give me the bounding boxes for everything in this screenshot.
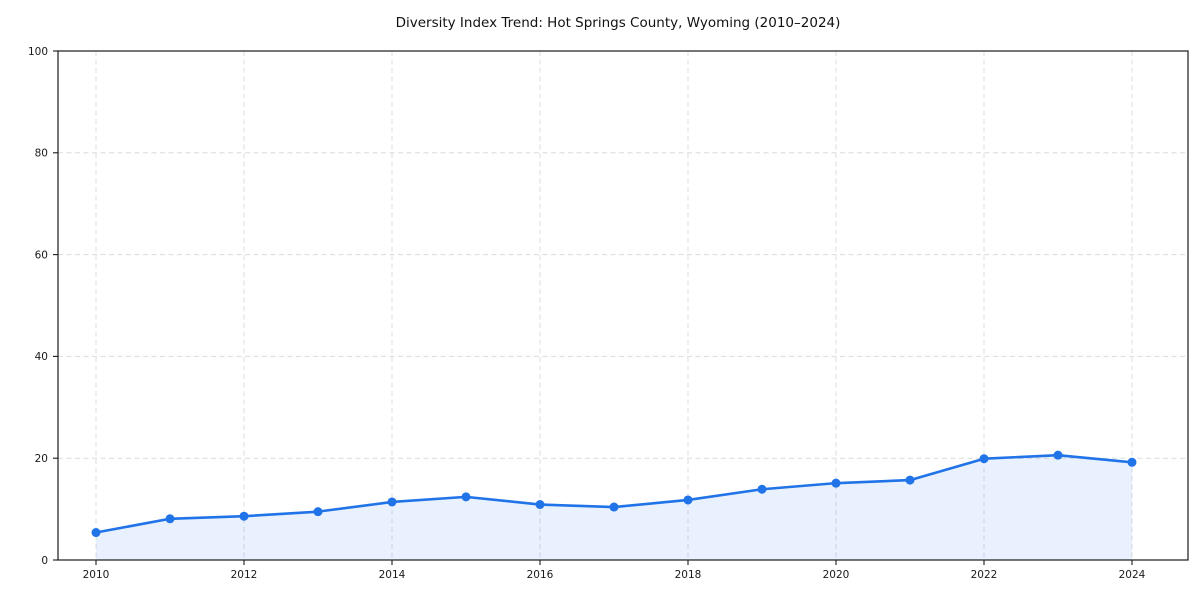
data-point-2014 — [387, 497, 397, 507]
x-tick-label-2014: 2014 — [379, 569, 406, 581]
data-point-2016 — [535, 500, 545, 510]
x-tick-label-2016: 2016 — [527, 569, 554, 581]
y-tick-label-0: 0 — [41, 555, 48, 567]
data-point-2012 — [239, 511, 249, 521]
chart-title: Diversity Index Trend: Hot Springs Count… — [396, 15, 841, 31]
data-point-2022 — [979, 454, 989, 464]
data-point-2011 — [165, 514, 175, 524]
data-point-2019 — [757, 484, 767, 494]
x-tick-label-2024: 2024 — [1119, 569, 1146, 581]
data-point-2013 — [313, 507, 323, 517]
y-tick-label-20: 20 — [35, 453, 48, 465]
x-tick-label-2022: 2022 — [971, 569, 998, 581]
plot-frame — [57, 50, 1189, 561]
x-tick-label-2010: 2010 — [83, 569, 110, 581]
y-tick-label-80: 80 — [35, 148, 48, 160]
axis-layer — [53, 50, 1189, 565]
data-point-2020 — [831, 478, 841, 488]
data-point-2018 — [683, 495, 693, 505]
y-tick-label-40: 40 — [35, 351, 48, 363]
y-tick-label-100: 100 — [28, 46, 48, 58]
x-tick-label-2020: 2020 — [823, 569, 850, 581]
data-point-2015 — [461, 492, 471, 502]
data-point-2023 — [1053, 450, 1063, 460]
data-point-2024 — [1127, 457, 1137, 467]
grid-layer — [58, 51, 1188, 560]
marker-layer — [91, 450, 1137, 538]
data-point-2021 — [905, 475, 915, 485]
y-tick-label-60: 60 — [35, 249, 48, 261]
x-tick-label-2012: 2012 — [231, 569, 258, 581]
label-layer: 2010 2012 2014 2016 2018 2020 2022 2024 0 20 40 60 8… — [28, 46, 1146, 581]
data-point-2010 — [91, 528, 101, 538]
x-tick-label-2018: 2018 — [675, 569, 702, 581]
data-point-2017 — [609, 502, 619, 512]
